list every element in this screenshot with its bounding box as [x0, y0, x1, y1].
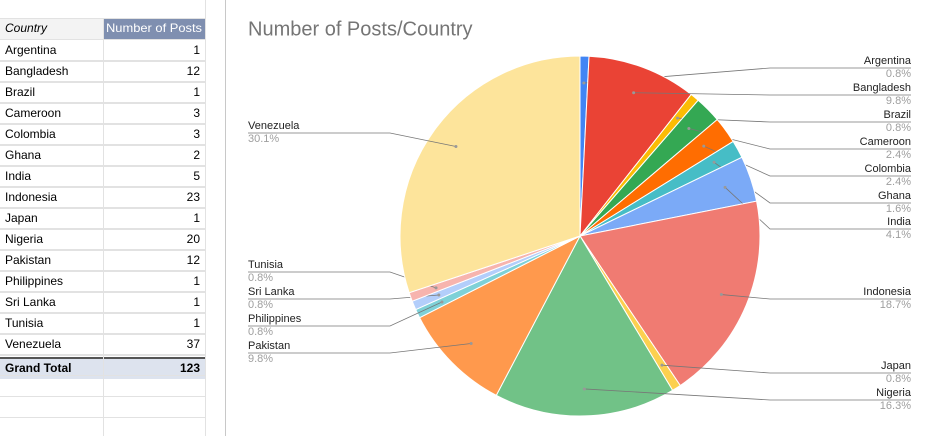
cell-number: 1 [193, 211, 200, 225]
slice-percent: 0.8% [886, 122, 911, 134]
pie-slice [579, 200, 761, 387]
leader-dot [434, 286, 438, 290]
leader-dot [440, 300, 444, 304]
cell-number: 2 [193, 148, 200, 162]
leader-line [248, 132, 457, 147]
slice-percent: 16.3% [880, 400, 911, 412]
chart-title: Number of Posts/Country [248, 18, 473, 40]
cell-text: Argentina [5, 43, 57, 57]
slice-label: Bangladesh [853, 82, 911, 94]
leader-dot [712, 160, 716, 164]
slice-label: Indonesia [863, 286, 912, 298]
cell-number: 1 [193, 295, 200, 309]
total-row [0, 359, 205, 379]
total-label: Grand Total [5, 361, 71, 375]
cell-number: 23 [187, 190, 201, 204]
slice-percent: 1.6% [886, 203, 911, 215]
leader-line [724, 187, 911, 230]
leader-dot [582, 81, 586, 85]
slice-percent: 9.8% [248, 353, 273, 365]
total-number: 123 [180, 361, 200, 375]
cell-text: Pakistan [5, 253, 51, 267]
leader-line [584, 388, 911, 401]
cell-number: 1 [193, 85, 200, 99]
slice-percent: 0.8% [248, 299, 273, 311]
cell-text: India [5, 169, 31, 183]
cell-number: 37 [187, 337, 201, 351]
header-text: Number of Posts [106, 21, 202, 35]
leader-line [633, 92, 911, 96]
slice-percent: 0.8% [248, 326, 273, 338]
slice-label: Brazil [883, 109, 911, 121]
slice-percent: 0.8% [886, 68, 911, 80]
slice-label: Nigeria [876, 387, 912, 399]
cell-text: Philippines [5, 274, 63, 288]
pie-slice [579, 55, 692, 238]
slice-label: Pakistan [248, 340, 290, 352]
cell-text: Colombia [5, 127, 56, 141]
cell-text: Japan [5, 211, 38, 225]
slice-percent: 9.8% [886, 95, 911, 107]
slice-percent: 4.1% [886, 229, 911, 241]
leader-dot [454, 144, 458, 148]
leader-line [661, 364, 911, 374]
cell-text: Sri Lanka [5, 295, 56, 309]
leader-dot [676, 116, 680, 120]
slice-label: Cameroon [860, 136, 911, 148]
cell-text: Brazil [5, 85, 35, 99]
cell-text: Bangladesh [5, 64, 68, 78]
cell-text: Indonesia [5, 190, 57, 204]
leader-dot [437, 293, 441, 297]
slice-percent: 0.8% [248, 272, 273, 284]
slice-label: Ghana [878, 190, 912, 202]
header-cell [0, 18, 103, 39]
cell-number: 3 [193, 127, 200, 141]
header-cell [103, 18, 205, 39]
leader-dot [723, 185, 727, 189]
cell-text: Tunisia [5, 316, 44, 330]
slice-percent: 0.8% [886, 373, 911, 385]
slice-label: Philippines [248, 313, 302, 325]
leader-dot [702, 144, 706, 148]
leader-dot [660, 363, 664, 367]
pie-slice [495, 234, 674, 417]
slice-percent: 18.7% [880, 299, 911, 311]
cell-number: 3 [193, 106, 200, 120]
cell-text: Nigeria [5, 232, 43, 246]
slice-percent: 2.4% [886, 176, 911, 188]
cell-number: 1 [193, 274, 200, 288]
leader-dot [582, 387, 586, 391]
leader-dot [469, 342, 473, 346]
leader-dot [687, 126, 691, 130]
slice-percent: 2.4% [886, 149, 911, 161]
leader-line [248, 343, 472, 354]
leader-dot [632, 91, 636, 95]
leader-line [721, 294, 911, 300]
pie-slice [418, 234, 582, 397]
cell-number: 20 [187, 232, 201, 246]
leader-line [248, 301, 443, 327]
cell-number: 5 [193, 169, 200, 183]
slice-label: Venezuela [248, 120, 300, 132]
slice-label: Japan [881, 360, 911, 372]
cell-number: 12 [187, 64, 201, 78]
cell-number: 1 [193, 43, 200, 57]
slice-label: Argentina [864, 55, 912, 67]
pie-slice [399, 55, 581, 294]
slice-label: Sri Lanka [248, 286, 295, 298]
slice-percent: 30.1% [248, 133, 279, 145]
header-text: Country [5, 21, 48, 35]
slice-label: Colombia [865, 163, 912, 175]
cell-text: Cameroon [5, 106, 61, 120]
slice-label: India [887, 216, 912, 228]
cell-number: 12 [187, 253, 201, 267]
cell-number: 1 [193, 316, 200, 330]
cell-text: Venezuela [5, 337, 61, 351]
cell-text: Ghana [5, 148, 41, 162]
slice-label: Tunisia [248, 259, 284, 271]
leader-dot [719, 293, 723, 297]
